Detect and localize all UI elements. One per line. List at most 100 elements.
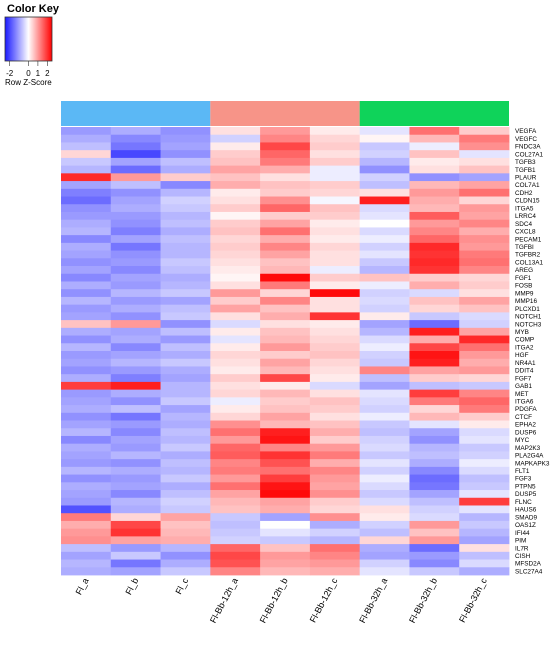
heatmap-cell [110, 520, 161, 530]
heatmap-cell [359, 181, 410, 190]
group-color-bar [359, 101, 509, 126]
row-label: PLA2G4A [515, 453, 544, 460]
heatmap-cell [110, 366, 161, 375]
heatmap-cell [260, 134, 311, 143]
row-label: FLNC [515, 499, 532, 506]
heatmap-cell [260, 567, 311, 576]
heatmap-cell [110, 358, 161, 367]
heatmap-cell [160, 528, 211, 537]
heatmap-cell [260, 528, 311, 537]
heatmap-cell [359, 296, 410, 306]
heatmap-cell [459, 204, 510, 213]
heatmap-cell [160, 165, 211, 174]
heatmap-cell [459, 127, 510, 136]
heatmap-cell [409, 474, 460, 483]
heatmap-cell [160, 242, 211, 251]
heatmap-cell [309, 219, 361, 228]
row-label: OAS1Z [515, 522, 536, 529]
heatmap-cell [160, 466, 211, 475]
heatmap-cell [160, 312, 211, 321]
heatmap-cell [359, 327, 410, 336]
heatmap-cell [210, 343, 261, 352]
heatmap-cell [160, 127, 211, 136]
heatmap-cell [110, 567, 161, 576]
heatmap-cell [459, 497, 510, 506]
heatmap-cell [210, 505, 261, 514]
heatmap-cell [309, 320, 361, 329]
heatmap-cell [409, 157, 460, 167]
heatmap-cell [309, 127, 361, 136]
heatmap-cell [110, 204, 161, 213]
heatmap-cell [210, 281, 261, 290]
heatmap-cell [110, 428, 161, 437]
row-label: FGF1 [515, 275, 532, 282]
heatmap-cell [309, 351, 361, 360]
heatmap-cell [260, 474, 311, 483]
heatmap-cell [260, 428, 311, 437]
heatmap-cell [359, 343, 410, 352]
row-label: CTCF [515, 414, 532, 421]
heatmap-cell [309, 551, 361, 560]
heatmap-cell [459, 443, 510, 452]
heatmap-cell [409, 412, 460, 421]
heatmap-cell [210, 181, 261, 190]
heatmap-cell [459, 150, 510, 159]
heatmap-cell [459, 490, 510, 499]
heatmap-cell [61, 389, 112, 398]
heatmap-cell [110, 466, 161, 475]
heatmap-cell [359, 528, 410, 537]
row-label: MYC [515, 437, 530, 444]
heatmap-cell [359, 520, 410, 530]
heatmap-cell [210, 289, 261, 298]
heatmap-cell [110, 227, 161, 236]
heatmap-cell [359, 536, 410, 545]
row-label: IFI44 [515, 530, 530, 537]
heatmap-cell [210, 466, 261, 475]
heatmap-cell [160, 227, 211, 236]
heatmap-cell [309, 358, 361, 367]
heatmap-cell [210, 482, 261, 491]
heatmap-cell [61, 490, 112, 499]
heatmap-cell [210, 459, 261, 468]
heatmap-cell [110, 389, 161, 398]
column-label: Fl-Bb-12h_b [258, 576, 290, 624]
heatmap-cell [260, 289, 311, 298]
heatmap-cell [210, 513, 261, 522]
heatmap-cell [359, 173, 410, 182]
heatmap-cell [459, 266, 510, 275]
column-group-bars [61, 101, 509, 126]
heatmap-cell [309, 327, 361, 336]
heatmap-cell [409, 374, 460, 383]
heatmap-cell [260, 335, 311, 344]
row-label: MAP2K3 [515, 445, 541, 452]
heatmap-cell [459, 242, 510, 251]
heatmap-cell [459, 428, 510, 437]
heatmap-cell [160, 405, 211, 414]
heatmap-cell [359, 567, 410, 576]
heatmap-cell [110, 528, 161, 537]
heatmap-cell [61, 551, 112, 560]
heatmap-cell [210, 127, 261, 136]
heatmap-cell [459, 451, 510, 460]
heatmap-cell [309, 389, 361, 398]
heatmap-cell [61, 435, 112, 445]
heatmap-cell [409, 273, 460, 282]
heatmap-cell [459, 304, 510, 313]
heatmap-cell [409, 497, 460, 506]
heatmap-cell [160, 235, 211, 244]
heatmap-cell [110, 150, 161, 159]
heatmap-cell [210, 196, 261, 205]
heatmap-cell [61, 127, 112, 136]
heatmap-cell [160, 451, 211, 460]
heatmap-cell [160, 389, 211, 398]
heatmap-cell [309, 266, 361, 275]
heatmap-cell [110, 420, 161, 429]
heatmap-cell [61, 482, 112, 491]
heatmap-cell [61, 320, 112, 329]
heatmap-cell [160, 459, 211, 468]
heatmap-cell [110, 505, 161, 514]
heatmap-cell [160, 520, 211, 530]
heatmap-cell [409, 227, 460, 236]
heatmap-cell [160, 204, 211, 213]
heatmap-cell [359, 435, 410, 445]
